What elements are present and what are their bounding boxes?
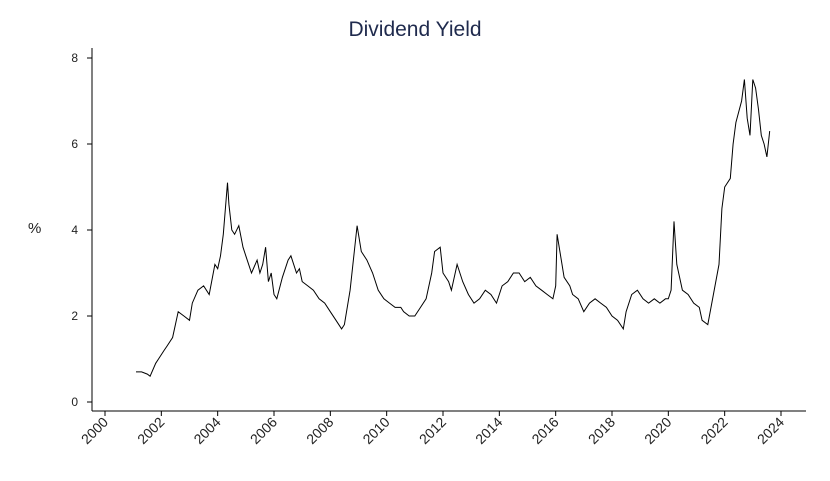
x-tick-label: 2020 — [641, 414, 674, 447]
series-line — [136, 79, 771, 377]
y-tick-label: 6 — [71, 137, 78, 151]
axes — [91, 48, 806, 412]
x-tick-label: 2010 — [359, 414, 392, 447]
y-tick-label: 8 — [71, 51, 78, 65]
x-tick-label: 2024 — [754, 414, 787, 447]
x-tick-label: 2016 — [528, 414, 561, 447]
y-tick-label: 0 — [71, 395, 78, 409]
x-tick-label: 2012 — [416, 414, 449, 447]
chart-title: Dividend Yield — [348, 18, 482, 41]
x-tick-label: 2002 — [134, 414, 167, 447]
x-tick-label: 2008 — [303, 414, 336, 447]
x-ticks: 2000 2002 2004 2006 2008 2010 2012 2014 2016 2018… — [78, 411, 787, 447]
y-ticks: 0 2 4 6 8 — [71, 51, 92, 409]
x-tick-label: 2000 — [78, 414, 111, 447]
y-tick-label: 4 — [71, 223, 78, 237]
x-tick-label: 2006 — [247, 414, 280, 447]
y-tick-label: 2 — [71, 309, 78, 323]
x-tick-label: 2004 — [190, 414, 223, 447]
x-tick-label: 2014 — [472, 414, 505, 447]
x-tick-label: 2018 — [585, 414, 618, 447]
x-tick-label: 2022 — [697, 414, 730, 447]
y-axis-label: % — [28, 220, 42, 237]
